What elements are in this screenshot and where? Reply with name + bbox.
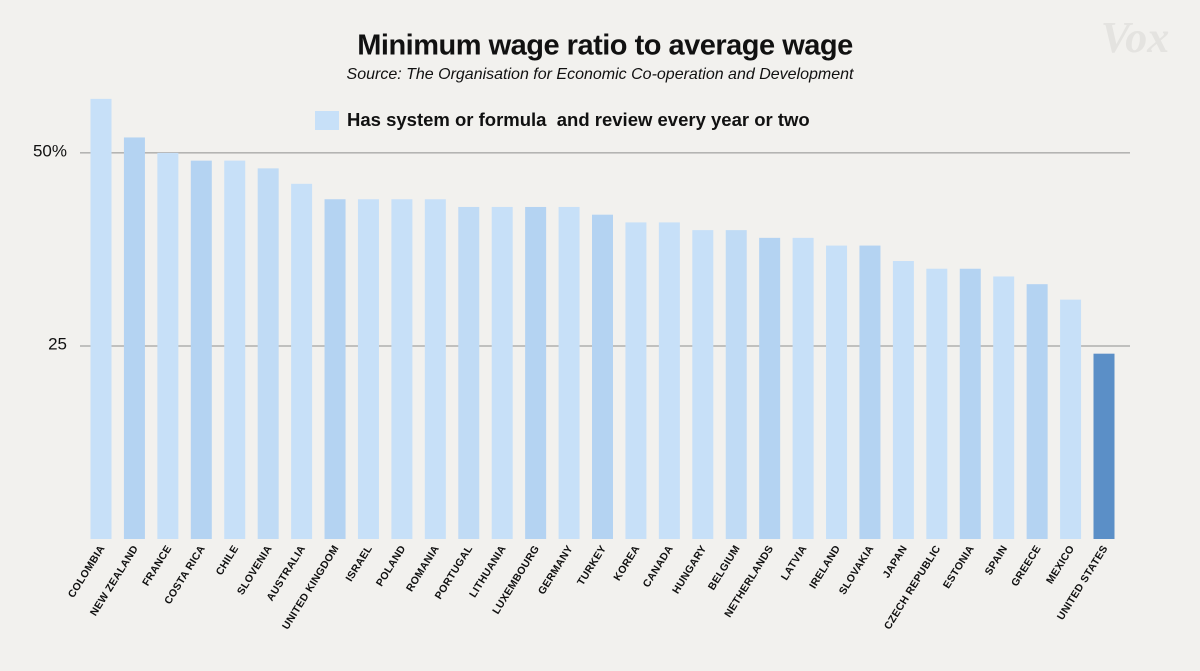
x-tick-label: ESTONIA: [941, 543, 977, 591]
x-tick-label: TURKEY: [575, 543, 609, 588]
bar: [692, 230, 714, 539]
bar: [658, 222, 680, 539]
bar: [458, 206, 480, 539]
bar: [1093, 353, 1115, 539]
bar: [224, 160, 246, 540]
bar: [993, 276, 1015, 539]
bar: [291, 183, 313, 540]
bar: [424, 199, 446, 540]
x-tick-label: GREECE: [1009, 543, 1044, 589]
x-tick-label: SPAIN: [983, 543, 1011, 577]
x-tick-label: HUNGARY: [670, 543, 709, 596]
bar: [859, 245, 881, 539]
bar: [725, 230, 747, 539]
chart-title: Minimum wage ratio to average wage: [357, 30, 853, 62]
x-tick-label: SLOVAKIA: [837, 543, 877, 597]
bar: [592, 214, 613, 539]
bar: [257, 168, 279, 540]
bar: [357, 199, 379, 540]
x-tick-label: CANADA: [641, 543, 676, 590]
bar: [625, 222, 647, 539]
legend-label: Has system or formula and review every y…: [347, 109, 810, 130]
x-tick-label: ROMANIA: [404, 543, 442, 594]
x-tick-label: KOREA: [611, 543, 642, 583]
x-tick-label: MEXICO: [1044, 543, 1077, 586]
bar: [525, 206, 547, 539]
bar: [491, 206, 513, 539]
bar: [792, 237, 814, 539]
x-tick-label: BELGIUM: [706, 543, 743, 592]
legend-swatch: [315, 111, 339, 130]
bar: [759, 237, 781, 539]
x-tick-label: JAPAN: [881, 543, 910, 580]
x-tick-label: GERMANY: [536, 543, 576, 597]
bar: [190, 160, 212, 540]
logo: Vox: [1101, 13, 1169, 62]
bar: [1026, 284, 1048, 539]
bar: [959, 268, 981, 539]
chart-subtitle: Source: The Organisation for Economic Co…: [347, 66, 854, 83]
bar: [324, 199, 346, 540]
x-tick-label: IRELAND: [807, 543, 843, 591]
x-tick-label: ISRAEL: [343, 543, 375, 584]
bar: [558, 206, 580, 539]
bar: [157, 152, 179, 540]
x-tick-label: LATVIA: [779, 543, 810, 582]
y-tick-label: 50%: [33, 141, 67, 160]
y-tick-label: 25: [48, 334, 67, 353]
bar: [826, 245, 848, 539]
bar: [391, 199, 413, 540]
bar: [1060, 299, 1082, 539]
bar: [892, 261, 914, 539]
bar: [926, 268, 948, 539]
bar: [123, 137, 145, 540]
x-tick-label: FRANCE: [140, 543, 174, 588]
x-tick-label: CHILE: [214, 543, 242, 577]
x-tick-label: POLAND: [374, 543, 409, 589]
bar: [90, 98, 112, 539]
